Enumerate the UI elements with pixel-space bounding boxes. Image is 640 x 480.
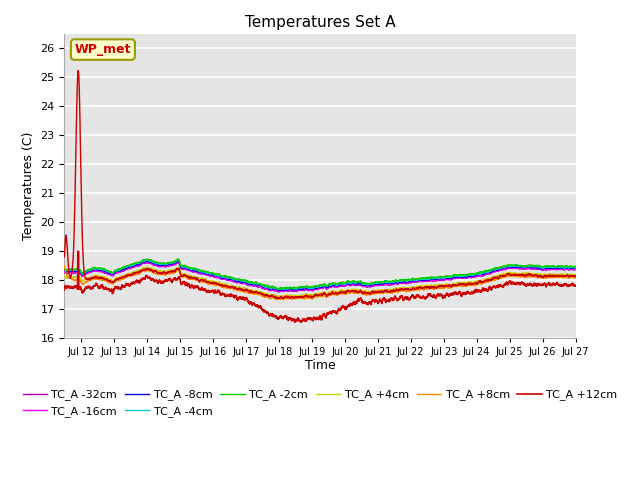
TC_A -4cm [442, 275, 450, 280]
TC_A -2cm [256, 281, 264, 287]
TC_A +12cm [393, 298, 401, 303]
TC_A -16cm [481, 271, 489, 277]
TC_A -8cm [256, 282, 264, 288]
TC_A -32cm [154, 264, 161, 269]
TC_A -32cm [256, 284, 264, 289]
TC_A -4cm [61, 266, 68, 272]
TC_A -16cm [442, 276, 450, 282]
TC_A -4cm [256, 281, 264, 287]
TC_A -2cm [61, 265, 68, 271]
TC_A +12cm [572, 283, 579, 288]
Line: TC_A -2cm: TC_A -2cm [65, 259, 575, 289]
TC_A +4cm [442, 282, 450, 288]
TC_A +4cm [481, 276, 489, 282]
TC_A +4cm [393, 286, 401, 292]
TC_A -8cm [367, 282, 375, 288]
TC_A -16cm [154, 263, 161, 268]
TC_A -4cm [273, 287, 281, 292]
TC_A -8cm [61, 267, 68, 273]
TC_A +4cm [61, 273, 68, 279]
TC_A +12cm [256, 304, 264, 310]
TC_A -16cm [393, 281, 401, 287]
TC_A -16cm [143, 259, 151, 264]
Line: TC_A -32cm: TC_A -32cm [65, 262, 575, 292]
TC_A -16cm [367, 283, 375, 289]
Legend: TC_A -32cm, TC_A -16cm, TC_A -8cm, TC_A -4cm, TC_A -2cm, TC_A +4cm, TC_A +8cm, T: TC_A -32cm, TC_A -16cm, TC_A -8cm, TC_A … [22, 389, 618, 417]
TC_A -8cm [393, 280, 401, 286]
TC_A +12cm [481, 286, 489, 291]
X-axis label: Time: Time [305, 359, 335, 372]
TC_A +4cm [154, 268, 161, 274]
TC_A -8cm [175, 258, 182, 264]
TC_A -2cm [367, 281, 375, 287]
TC_A -4cm [367, 282, 375, 288]
TC_A -2cm [393, 278, 401, 284]
TC_A +8cm [442, 284, 450, 290]
TC_A -4cm [481, 269, 489, 275]
TC_A -32cm [144, 259, 152, 265]
TC_A -2cm [442, 274, 450, 279]
Line: TC_A +12cm: TC_A +12cm [65, 252, 575, 323]
TC_A -32cm [367, 284, 375, 289]
TC_A -16cm [275, 288, 282, 294]
TC_A +12cm [298, 320, 305, 325]
TC_A -16cm [572, 266, 579, 272]
Title: Temperatures Set A: Temperatures Set A [244, 15, 396, 30]
TC_A +4cm [143, 264, 151, 270]
TC_A -2cm [144, 256, 152, 262]
TC_A +8cm [61, 263, 68, 268]
Y-axis label: Temperatures (C): Temperatures (C) [22, 132, 35, 240]
TC_A -32cm [393, 281, 401, 287]
TC_A -2cm [572, 264, 579, 269]
Line: TC_A +8cm: TC_A +8cm [65, 265, 575, 300]
TC_A +12cm [61, 287, 68, 293]
TC_A -8cm [154, 262, 161, 267]
TC_A +12cm [154, 278, 161, 284]
TC_A +8cm [367, 292, 375, 298]
TC_A -8cm [481, 271, 489, 276]
TC_A -8cm [442, 275, 450, 281]
TC_A -32cm [481, 272, 489, 278]
Line: TC_A +4cm: TC_A +4cm [65, 267, 575, 297]
Text: WP_met: WP_met [75, 43, 131, 56]
TC_A -8cm [572, 265, 579, 271]
TC_A +4cm [572, 272, 579, 278]
TC_A -2cm [154, 260, 161, 265]
TC_A -4cm [154, 261, 161, 266]
TC_A -32cm [442, 276, 450, 282]
TC_A -32cm [61, 270, 68, 276]
TC_A +12cm [442, 292, 450, 298]
TC_A -4cm [393, 279, 401, 285]
TC_A +8cm [393, 288, 401, 294]
TC_A +8cm [280, 297, 287, 302]
TC_A +8cm [572, 274, 579, 280]
TC_A +4cm [367, 288, 375, 294]
TC_A +8cm [154, 271, 161, 276]
Line: TC_A -8cm: TC_A -8cm [65, 261, 575, 291]
TC_A +8cm [256, 291, 264, 297]
TC_A -2cm [481, 269, 489, 275]
TC_A -16cm [256, 283, 264, 289]
TC_A +12cm [367, 301, 375, 307]
TC_A -4cm [572, 265, 579, 271]
TC_A -2cm [274, 286, 282, 292]
Line: TC_A -16cm: TC_A -16cm [65, 262, 575, 291]
TC_A +4cm [275, 294, 282, 300]
TC_A -32cm [275, 289, 283, 295]
TC_A +12cm [74, 249, 81, 254]
TC_A -4cm [175, 257, 182, 263]
TC_A +4cm [256, 289, 264, 295]
TC_A -16cm [61, 268, 68, 274]
Line: TC_A -4cm: TC_A -4cm [65, 260, 575, 289]
TC_A -8cm [275, 288, 283, 294]
TC_A +8cm [481, 280, 488, 286]
TC_A -32cm [572, 267, 579, 273]
